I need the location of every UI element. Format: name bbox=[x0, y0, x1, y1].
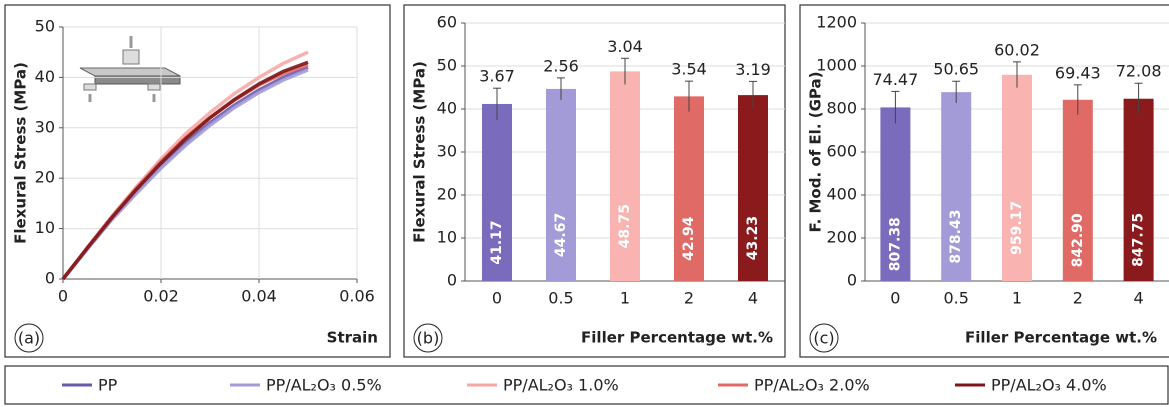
value-label: 41.17 bbox=[489, 220, 505, 264]
value-label: 847.75 bbox=[1131, 213, 1147, 267]
legend-box bbox=[4, 365, 1169, 405]
x-axis-title: Strain bbox=[327, 329, 378, 347]
y-tick-label: 30 bbox=[437, 142, 457, 161]
y-tick-label: 0 bbox=[45, 269, 55, 288]
legend-label: PP bbox=[98, 376, 118, 395]
error-label: 50.65 bbox=[933, 60, 979, 79]
bar bbox=[610, 71, 640, 281]
error-label: 3.19 bbox=[735, 60, 771, 79]
value-label: 959.17 bbox=[1009, 201, 1025, 255]
y-axis-title: Flexural Stress (MPa) bbox=[411, 61, 429, 243]
error-label: 69.43 bbox=[1055, 63, 1101, 82]
legend-label: PP/AL₂O₃ 1.0% bbox=[503, 376, 619, 395]
bar bbox=[738, 95, 768, 282]
value-label: 878.43 bbox=[948, 210, 964, 264]
y-tick-label: 30 bbox=[35, 117, 55, 136]
y-axis-title: F. Mod. of El. (GPa) bbox=[807, 72, 825, 233]
line-series bbox=[61, 60, 309, 281]
y-tick-label: 20 bbox=[35, 168, 55, 187]
y-tick-label: 1200 bbox=[816, 13, 857, 32]
x-tick-label: 0.5 bbox=[548, 289, 573, 308]
value-label: 807.38 bbox=[887, 217, 903, 271]
bar bbox=[1123, 98, 1154, 281]
panel-label: (c) bbox=[813, 329, 834, 348]
y-tick-label: 0 bbox=[447, 271, 457, 290]
line-series bbox=[61, 65, 309, 281]
y-tick-label: 1000 bbox=[816, 56, 857, 75]
line-series bbox=[61, 68, 309, 281]
panel-label-circle bbox=[14, 323, 44, 353]
error-label: 3.54 bbox=[671, 60, 707, 79]
error-label: 72.08 bbox=[1116, 62, 1162, 81]
panel-label: (a) bbox=[18, 329, 40, 348]
x-tick-label: 2 bbox=[1073, 289, 1083, 308]
x-tick-label: 0 bbox=[58, 287, 68, 306]
panel-a-box bbox=[4, 4, 391, 358]
value-label: 48.75 bbox=[617, 204, 633, 248]
x-axis-title: Filler Percentage wt.% bbox=[965, 329, 1157, 347]
x-tick-label: 0 bbox=[890, 289, 900, 308]
panel-b-box bbox=[403, 4, 786, 358]
error-label: 2.56 bbox=[543, 56, 579, 75]
bar bbox=[1062, 99, 1093, 282]
y-tick-label: 10 bbox=[35, 218, 55, 237]
y-tick-label: 40 bbox=[437, 99, 457, 118]
value-label: 44.67 bbox=[553, 213, 569, 257]
legend-label: PP/AL₂O₃ 0.5% bbox=[266, 376, 382, 395]
y-tick-label: 400 bbox=[826, 185, 857, 204]
legend-label: PP/AL₂O₃ 2.0% bbox=[754, 376, 870, 395]
x-tick-label: 1 bbox=[620, 289, 630, 308]
error-label: 60.02 bbox=[994, 40, 1040, 59]
x-tick-label: 0.06 bbox=[339, 287, 375, 306]
panel-label: (b) bbox=[417, 329, 440, 348]
bar bbox=[941, 92, 972, 282]
bar bbox=[674, 96, 704, 281]
y-tick-label: 600 bbox=[826, 142, 857, 161]
value-label: 842.90 bbox=[1070, 213, 1086, 267]
panel-c-box bbox=[799, 4, 1169, 358]
x-tick-label: 2 bbox=[684, 289, 694, 308]
line-series bbox=[61, 63, 309, 281]
y-tick-label: 0 bbox=[847, 271, 857, 290]
error-label: 3.67 bbox=[479, 67, 515, 86]
y-tick-label: 200 bbox=[826, 228, 857, 247]
y-tick-label: 50 bbox=[437, 56, 457, 75]
panel-label-circle bbox=[809, 323, 839, 353]
beam-icon bbox=[79, 36, 181, 102]
y-tick-label: 60 bbox=[437, 13, 457, 32]
error-label: 74.47 bbox=[872, 70, 918, 89]
y-tick-label: 50 bbox=[35, 17, 55, 36]
x-tick-label: 1 bbox=[1012, 289, 1022, 308]
bar bbox=[546, 88, 576, 281]
legend-label: PP/AL₂O₃ 4.0% bbox=[991, 376, 1107, 395]
x-tick-label: 4 bbox=[748, 289, 758, 308]
y-tick-label: 800 bbox=[826, 99, 857, 118]
y-axis-title: Flexural Stress (MPa) bbox=[12, 62, 30, 244]
y-tick-label: 40 bbox=[35, 67, 55, 86]
x-tick-label: 0.02 bbox=[143, 287, 179, 306]
x-tick-label: 0 bbox=[492, 289, 502, 308]
value-label: 42.94 bbox=[681, 216, 697, 261]
y-tick-label: 20 bbox=[437, 185, 457, 204]
x-tick-label: 0.04 bbox=[241, 287, 277, 306]
x-axis-title: Filler Percentage wt.% bbox=[581, 329, 773, 347]
error-label: 3.04 bbox=[607, 37, 643, 56]
x-tick-label: 0.5 bbox=[943, 289, 968, 308]
bar bbox=[880, 107, 911, 281]
panel-label-circle bbox=[413, 323, 443, 353]
y-tick-label: 10 bbox=[437, 228, 457, 247]
value-label: 43.23 bbox=[745, 216, 761, 260]
bar bbox=[1002, 74, 1032, 282]
x-tick-label: 4 bbox=[1134, 289, 1144, 308]
bar bbox=[482, 103, 512, 282]
